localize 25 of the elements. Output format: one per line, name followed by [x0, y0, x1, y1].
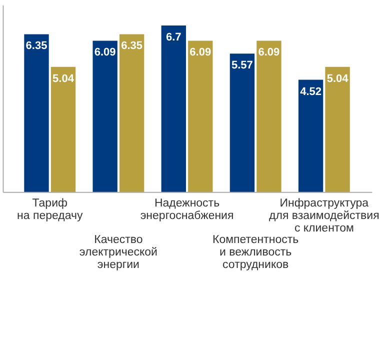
bar	[325, 66, 350, 192]
bar	[119, 34, 144, 192]
data-label: 6.35	[121, 40, 143, 52]
bar	[256, 40, 282, 192]
data-label: 6.09	[258, 46, 280, 59]
bar	[24, 34, 49, 192]
data-label: 6.09	[94, 46, 116, 59]
data-label: 5.04	[52, 72, 75, 85]
data-label: 6.7	[166, 32, 182, 44]
x-tick-label: Компетентность и вежливость сотрудников	[212, 234, 299, 272]
bar	[188, 40, 213, 192]
data-label: 5.57	[232, 60, 253, 72]
x-tick-label: Тариф на передачу	[17, 197, 83, 222]
x-tick-label: Надежность энергоснабжения	[140, 197, 234, 222]
bar	[161, 26, 186, 192]
bar	[298, 80, 324, 192]
data-label: 6.35	[26, 40, 48, 52]
data-label: 6.09	[190, 46, 212, 59]
data-label: 5.04	[326, 72, 350, 85]
x-tick-label: Качество электрической энергии	[79, 234, 158, 272]
bar	[50, 66, 76, 192]
data-label: 4.52	[300, 86, 322, 98]
x-tick-label: Инфраструктура для взаимодействия с клиентом	[269, 197, 380, 235]
bar	[230, 54, 255, 192]
bar	[92, 40, 118, 192]
